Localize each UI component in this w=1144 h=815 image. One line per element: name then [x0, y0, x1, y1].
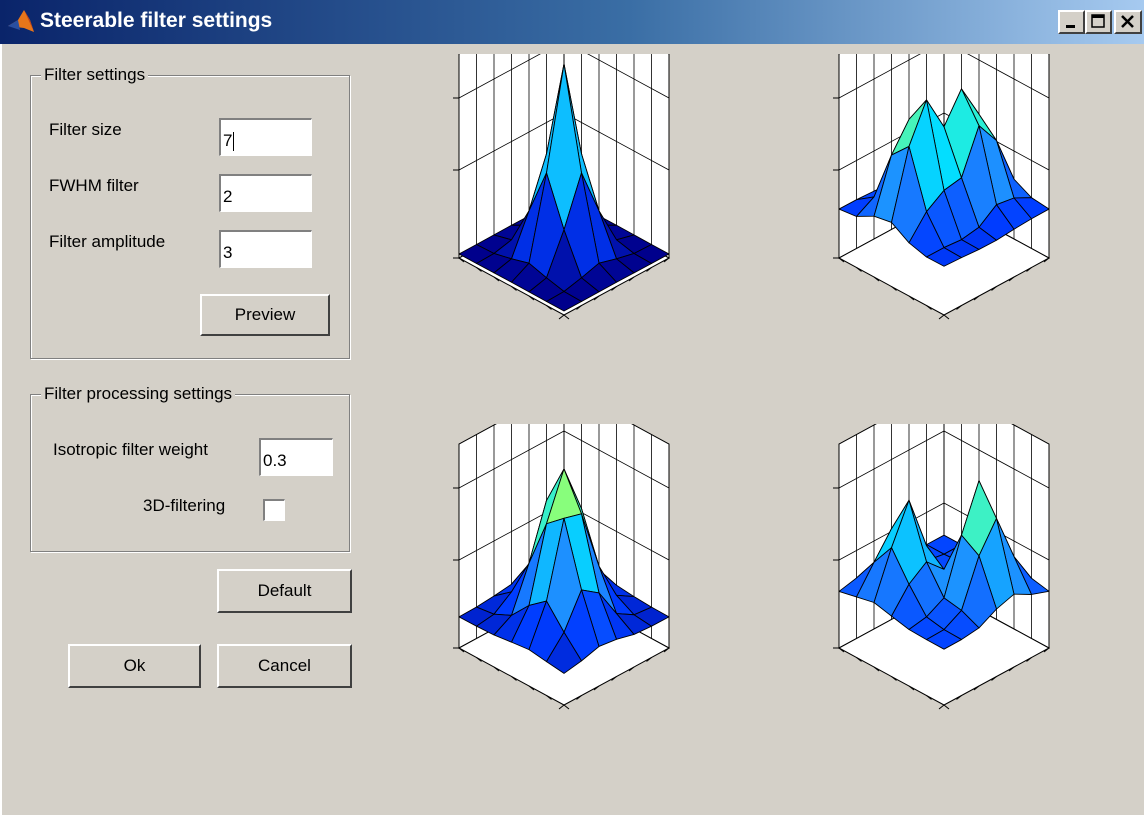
surface-plot-3[interactable]: [374, 424, 754, 809]
default-button[interactable]: Default: [217, 569, 352, 613]
ok-button[interactable]: Ok: [68, 644, 201, 688]
processing-settings-group: Filter processing settings Isotropic fil…: [30, 384, 350, 552]
filter-size-input[interactable]: 7: [219, 118, 312, 156]
matlab-icon: [8, 10, 34, 32]
preview-button[interactable]: Preview: [200, 294, 330, 336]
fwhm-input[interactable]: 2: [219, 174, 312, 212]
processing-settings-legend: Filter processing settings: [41, 384, 236, 404]
filter-settings-legend: Filter settings: [41, 65, 149, 85]
filter-settings-group: Filter settings Filter size 7 FWHM filte…: [30, 65, 350, 359]
window-title: Steerable filter settings: [40, 9, 273, 32]
dialog-content: Filter settings Filter size 7 FWHM filte…: [0, 44, 1144, 815]
surface-patch: [546, 291, 582, 312]
filtering3d-label: 3D-filtering: [143, 496, 226, 515]
close-icon: [1121, 15, 1134, 28]
surface-patch: [926, 629, 962, 650]
close-button[interactable]: [1114, 10, 1142, 34]
minimize-icon: [1066, 25, 1075, 28]
maximize-button[interactable]: [1085, 10, 1112, 34]
title-bar[interactable]: Steerable filter settings: [0, 0, 1144, 44]
surface-patch: [926, 247, 962, 267]
surface-plot-1[interactable]: [374, 54, 754, 409]
cancel-button[interactable]: Cancel: [217, 644, 352, 688]
text-cursor: [233, 132, 235, 152]
filter-size-label: Filter size: [49, 120, 122, 139]
amplitude-label: Filter amplitude: [49, 232, 166, 251]
filtering3d-checkbox[interactable]: [263, 499, 285, 521]
filter-size-value: 7: [223, 131, 233, 150]
surface-plot-4[interactable]: [754, 424, 1134, 809]
maximize-icon: [1091, 14, 1105, 28]
surface-plot-2[interactable]: [754, 54, 1134, 409]
isotropic-weight-input[interactable]: 0.3: [259, 438, 333, 476]
amplitude-input[interactable]: 3: [219, 230, 312, 268]
fwhm-label: FWHM filter: [49, 176, 139, 195]
isotropic-weight-label: Isotropic filter weight: [53, 440, 208, 459]
minimize-button[interactable]: [1058, 10, 1085, 34]
surface-patch: [546, 631, 582, 674]
